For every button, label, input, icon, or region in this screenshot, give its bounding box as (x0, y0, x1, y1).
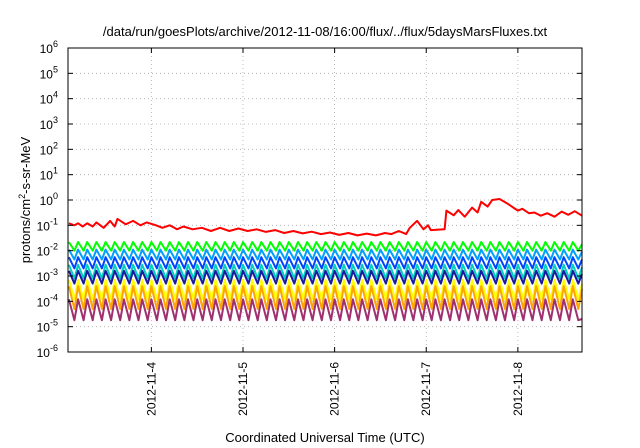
x-axis-label: Coordinated Universal Time (UTC) (225, 430, 424, 445)
y-tick-label-exponent: -6 (50, 343, 58, 353)
y-tick-label-exponent: -5 (50, 318, 58, 328)
y-tick-label: 104 (40, 90, 58, 107)
y-tick-label-exponent: -2 (50, 242, 58, 252)
y-tick-label: 10-3 (37, 267, 58, 284)
y-tick-label-base: 10 (40, 42, 54, 56)
y-tick-label-exponent: 5 (53, 64, 58, 74)
y-tick-label-base: 10 (40, 67, 54, 81)
ticks (68, 47, 582, 353)
y-tick-label: 101 (40, 166, 58, 183)
y-tick-label-base: 10 (37, 321, 51, 335)
y-tick-label-base: 10 (40, 169, 54, 183)
y-tick-label-base: 10 (37, 346, 51, 360)
y-axis-label-rest: -s-sr-MeV (18, 136, 33, 193)
y-axis-label: protons/cm2-s-sr-MeV (17, 136, 33, 263)
y-tick-label-exponent: 6 (53, 39, 58, 49)
y-tick-label-exponent: -4 (50, 292, 58, 302)
y-tick-label-base: 10 (37, 219, 51, 233)
y-tick-label-exponent: -3 (50, 267, 58, 277)
y-tick-label: 10-4 (37, 292, 58, 309)
y-tick-labels: 10-610-510-410-310-210-11001011021031041… (37, 39, 58, 360)
y-tick-label: 10-2 (37, 242, 58, 259)
series-line-5 (67, 263, 583, 280)
y-tick-label-exponent: -1 (50, 216, 58, 226)
series-line-1 (68, 198, 583, 237)
series-line-6 (67, 269, 583, 285)
y-tick-label-base: 10 (40, 143, 54, 157)
y-tick-label-exponent: 3 (53, 115, 58, 125)
x-tick-label: 2012-11-7 (419, 362, 433, 416)
y-tick-label: 105 (40, 64, 58, 81)
y-tick-label: 10-6 (37, 343, 58, 360)
series-line-7 (67, 278, 583, 301)
y-tick-label: 102 (40, 140, 58, 157)
y-axis-label-sup: 2 (17, 194, 27, 199)
chart-title: /data/run/goesPlots/archive/2012-11-08/1… (103, 24, 548, 39)
x-tick-label: 2012-11-5 (236, 362, 250, 416)
y-tick-label-exponent: 2 (53, 140, 58, 150)
y-tick-label-base: 10 (37, 295, 51, 309)
y-axis-label-base: protons/cm (18, 199, 33, 263)
series-layer (67, 198, 583, 322)
series-line-2 (68, 241, 583, 252)
series-line-3 (68, 248, 583, 261)
series-line-9 (67, 298, 583, 322)
y-tick-label: 103 (40, 115, 58, 132)
y-tick-label-base: 10 (40, 118, 54, 132)
x-tick-label: 2012-11-8 (511, 362, 525, 416)
y-tick-label-base: 10 (40, 194, 54, 208)
x-tick-labels: 2012-11-4 2012-11-5 2012-11-6 2012-11-7 2012… (144, 362, 524, 416)
y-tick-label: 10-5 (37, 318, 58, 335)
y-tick-label-exponent: 0 (53, 191, 58, 201)
y-tick-label: 100 (40, 191, 58, 208)
y-tick-label-exponent: 4 (53, 90, 58, 100)
y-tick-label: 10-1 (37, 216, 58, 233)
y-tick-label-exponent: 1 (53, 166, 58, 176)
series-line-8 (67, 285, 583, 310)
y-tick-label-base: 10 (37, 245, 51, 259)
x-tick-label: 2012-11-6 (328, 362, 342, 416)
y-tick-label-base: 10 (37, 270, 51, 284)
x-tick-label: 2012-11-4 (144, 362, 158, 416)
series-line-4 (68, 256, 583, 270)
y-tick-label: 106 (40, 39, 58, 56)
y-tick-label-base: 10 (40, 93, 54, 107)
